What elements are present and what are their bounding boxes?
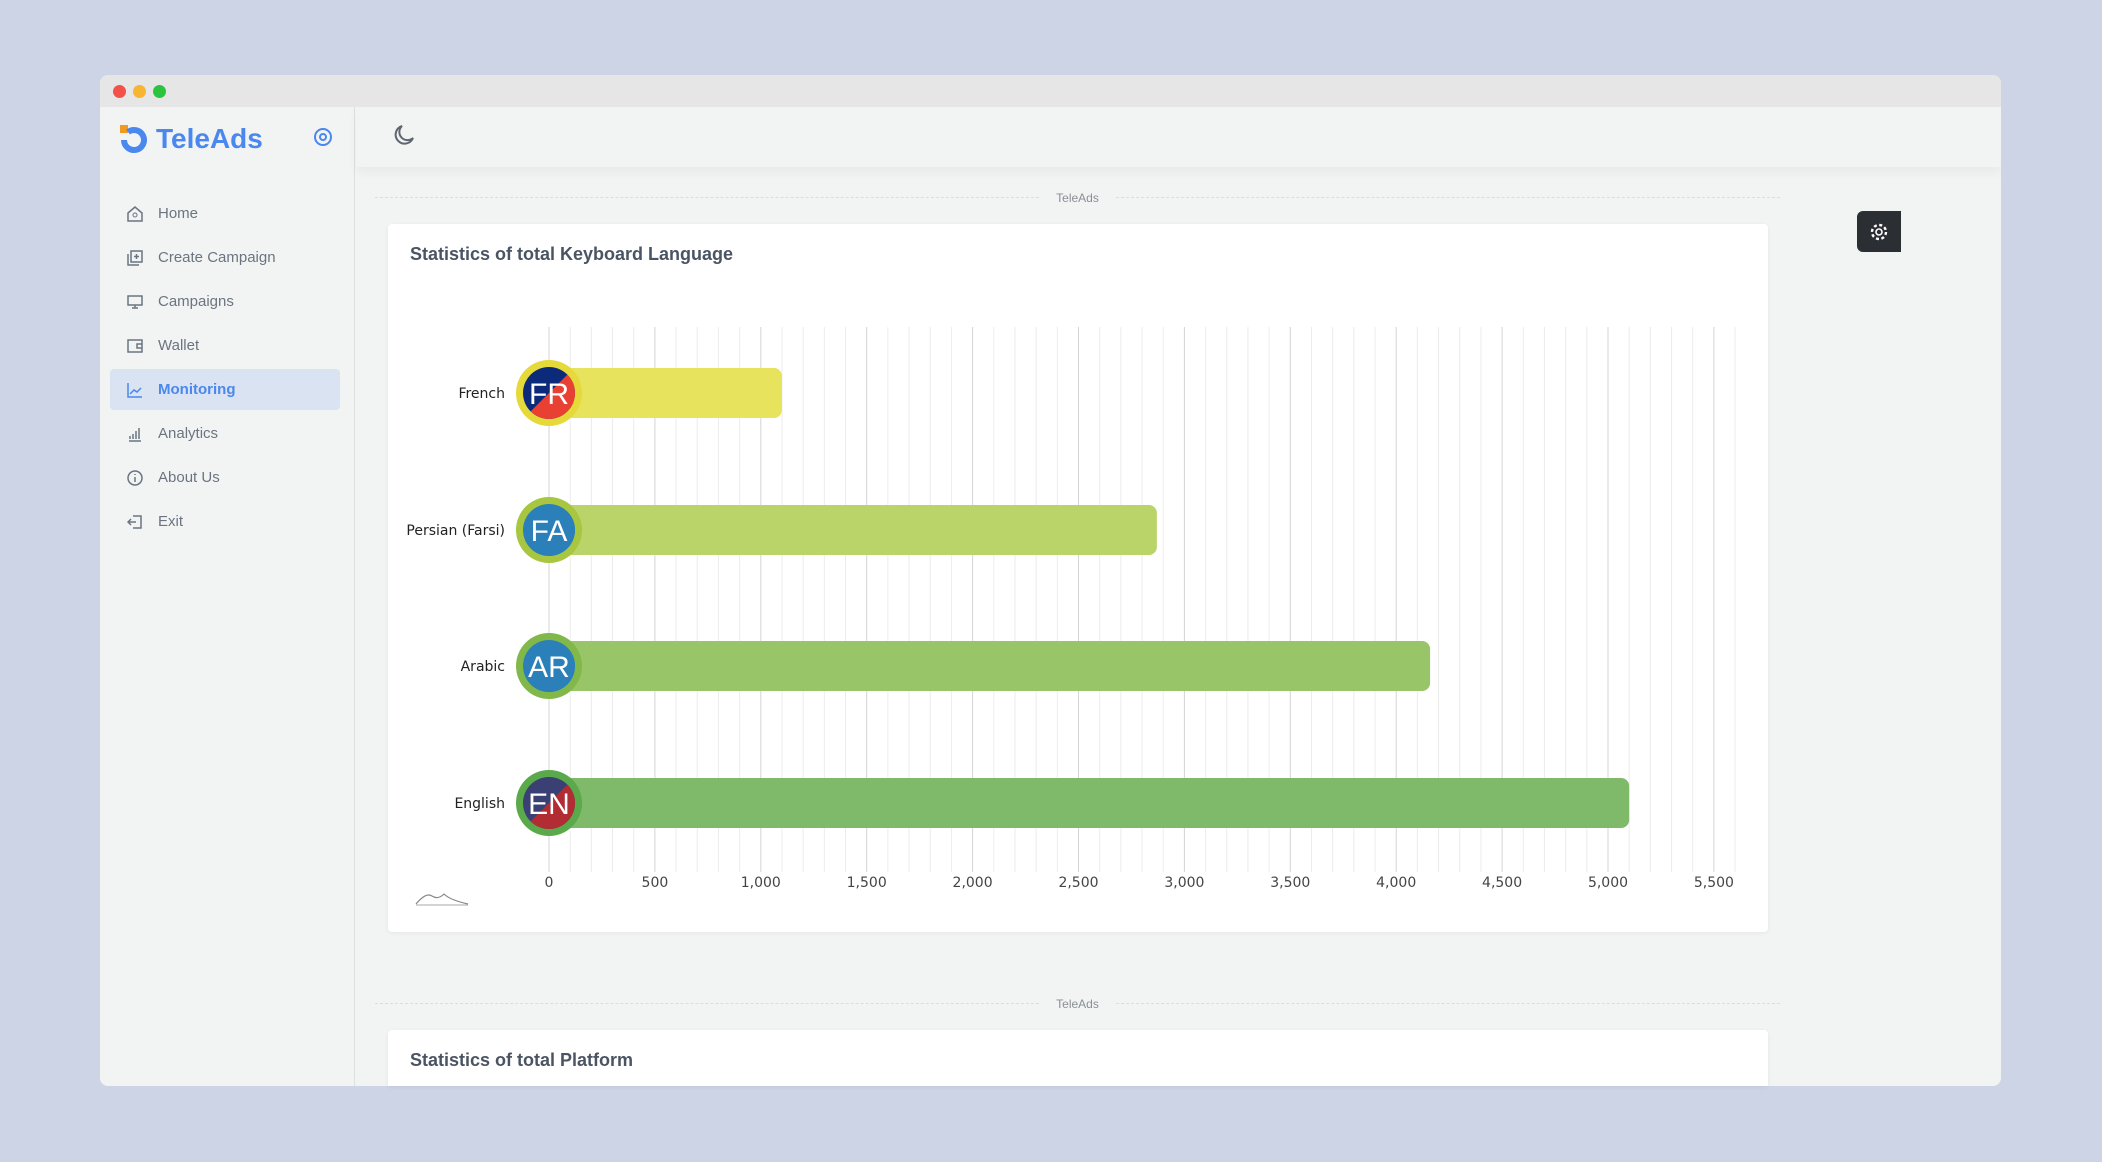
sidebar-item-label: Wallet [158, 337, 200, 354]
home-icon [127, 205, 143, 222]
close-button[interactable] [113, 85, 126, 98]
flag-badge [523, 367, 575, 419]
badge-text: FA [531, 515, 568, 548]
category-label: Persian (Farsi) [406, 523, 505, 539]
flag-badge [523, 777, 575, 829]
x-tick-label: 5,000 [1588, 875, 1628, 891]
bar-english [549, 778, 1630, 828]
sidebar-item-create-campaign[interactable]: Create Campaign [110, 237, 340, 278]
flag-badge [523, 504, 575, 556]
monitor-icon [127, 294, 143, 309]
x-tick-label: 1,000 [741, 875, 781, 891]
x-tick-label: 4,500 [1482, 875, 1522, 891]
platform-card: Statistics of total Platform [388, 1030, 1768, 1086]
flag-diagonal [523, 504, 575, 556]
sidebar-item-label: Campaigns [158, 293, 234, 310]
badge-text: EN [528, 788, 570, 821]
sidebar-item-analytics[interactable]: Analytics [110, 413, 340, 454]
gear-icon [1870, 223, 1888, 240]
sidebar-item-label: Monitoring [158, 381, 236, 398]
sidebar-item-monitoring[interactable]: Monitoring [110, 369, 340, 410]
category-label: French [458, 386, 505, 402]
x-tick-label: 3,000 [1164, 875, 1204, 891]
badge-text: FR [529, 378, 569, 411]
keyboard-language-chart: 0 500 1,000 1,500 2,000 2,500 3,000 3,500 4,000 4… [406, 327, 1736, 906]
flag-badge [523, 640, 575, 692]
card-title: Statistics of total Platform [410, 1050, 634, 1070]
sidebar-item-label: Exit [158, 513, 184, 530]
bar-french [549, 368, 782, 418]
x-tick-label: 3,500 [1270, 875, 1310, 891]
maximize-button[interactable] [153, 85, 166, 98]
x-tick-label: 4,000 [1376, 875, 1416, 891]
info-icon [127, 469, 143, 486]
wallet-icon [127, 338, 143, 353]
sidebar-item-label: About Us [158, 469, 220, 486]
minimize-button[interactable] [133, 85, 146, 98]
sidebar-item-label: Analytics [158, 425, 219, 442]
badge-text: AR [528, 651, 570, 684]
sidebar-nav: Home Create Campaign Campaigns Wallet Mo… [110, 193, 340, 545]
flag-diagonal [523, 367, 575, 419]
sidebar-item-label: Home [158, 205, 199, 222]
exit-icon [126, 514, 142, 529]
x-tick-label: 500 [642, 875, 669, 891]
x-tick-label: 2,000 [953, 875, 993, 891]
divider-label: TeleAds [1040, 191, 1115, 205]
keyboard-language-card: Statistics of total Keyboard Language 0 5… [388, 224, 1768, 932]
top-header [356, 107, 2001, 167]
moon-icon[interactable] [392, 123, 416, 147]
settings-button[interactable] [1857, 211, 1901, 252]
sidebar-item-campaigns[interactable]: Campaigns [110, 281, 340, 322]
add-box-icon [127, 249, 143, 266]
bar-persian-farsi- [549, 505, 1157, 555]
brand-name: TeleAds [156, 123, 263, 154]
x-tick-label: 2,500 [1058, 875, 1098, 891]
section-divider: TeleAds [375, 997, 1780, 1011]
bar-arabic [549, 641, 1431, 691]
logo[interactable]: TeleAds [120, 123, 263, 155]
card-title: Statistics of total Keyboard Language [410, 244, 734, 264]
sidebar-item-label: Create Campaign [158, 249, 276, 266]
title-bar [100, 75, 2001, 107]
category-label: Arabic [461, 659, 505, 675]
x-tick-label: 5,500 [1694, 875, 1734, 891]
sidebar-item-home[interactable]: Home [110, 193, 340, 234]
flag-diagonal [523, 777, 575, 829]
section-divider: TeleAds [375, 191, 1780, 205]
target-icon[interactable] [313, 127, 333, 147]
flag-diagonal [523, 640, 575, 692]
sidebar-item-exit[interactable]: Exit [110, 501, 340, 542]
bar-chart-icon [129, 427, 141, 442]
chart-logo-icon [415, 893, 469, 905]
sidebar-item-wallet[interactable]: Wallet [110, 325, 340, 366]
x-tick-label: 1,500 [847, 875, 887, 891]
x-tick-label: 0 [545, 875, 554, 891]
logo-icon [120, 125, 147, 153]
sidebar: TeleAds Home Create Campaign Campaigns W… [100, 107, 355, 1086]
sidebar-item-about-us[interactable]: About Us [110, 457, 340, 498]
line-chart-icon [127, 382, 142, 398]
category-label: English [454, 796, 505, 812]
divider-label: TeleAds [1040, 997, 1115, 1011]
